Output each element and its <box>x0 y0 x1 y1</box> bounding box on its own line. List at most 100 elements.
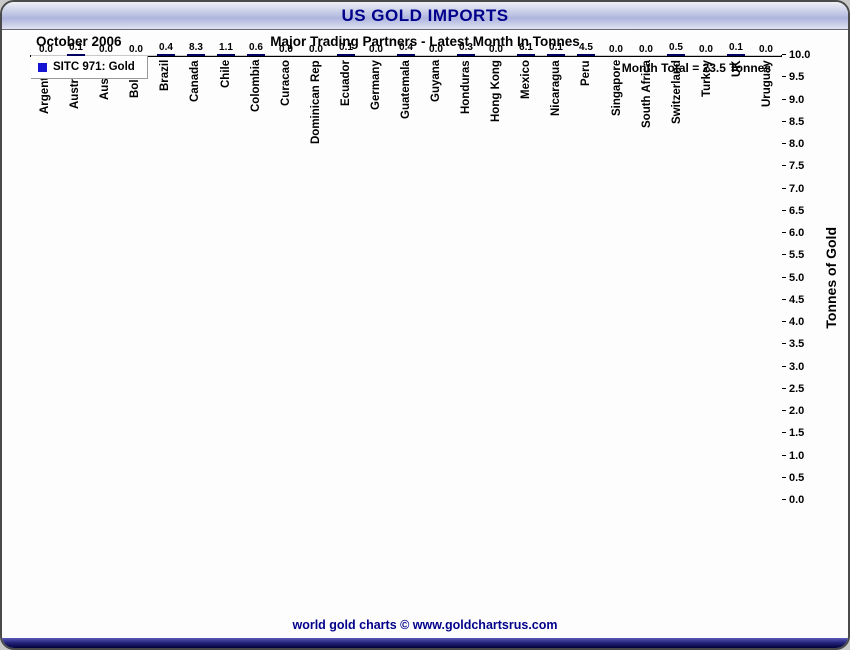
bar-value-label: 0.0 <box>489 44 503 55</box>
bar <box>217 54 235 56</box>
x-label-cell: Ecuador <box>331 60 361 648</box>
x-axis-category-label: Guatemala <box>399 60 412 119</box>
x-label-cell: Argentina <box>30 60 60 648</box>
y-tick-mark <box>782 232 786 233</box>
y-tick-mark <box>782 432 786 434</box>
y-axis-spacer <box>782 500 818 612</box>
plot-wrapper: 0.0 0.1 0.0 0.0 0.4 8.3 1.1 0.6 0.0 0.0 0.1 0.0 0.4 0… <box>30 42 782 612</box>
bar <box>247 54 265 56</box>
bar-value-label: 0.0 <box>699 44 713 55</box>
y-tick-label: 9.0 <box>789 93 805 106</box>
bar-value-label: 0.1 <box>549 42 563 53</box>
y-tick-label: 2.5 <box>789 382 805 395</box>
bar <box>187 54 205 56</box>
x-label-cell: UK <box>722 60 752 648</box>
y-tick-label: 8.0 <box>789 138 805 150</box>
bar <box>517 54 535 56</box>
y-tick-label: 9.5 <box>789 71 805 84</box>
x-axis-category-label: Nicaragua <box>550 60 563 116</box>
x-label-cell: South Africa <box>632 60 662 648</box>
y-axis-title: Tonnes of Gold <box>823 226 839 329</box>
y-tick-mark <box>782 365 786 367</box>
x-axis-category-label: Dominican Rep <box>309 60 322 144</box>
x-axis-category-label: Germany <box>369 60 382 110</box>
y-tick-mark <box>782 476 786 478</box>
bar-value-label: 0.1 <box>69 42 83 53</box>
y-tick-label: 2.0 <box>789 405 805 417</box>
x-axis-category-label: Brazil <box>159 60 172 92</box>
x-label-cell: Austria <box>90 60 120 648</box>
bar-value-label: 1.1 <box>219 42 233 53</box>
y-tick-mark <box>782 165 786 167</box>
header-bar: US GOLD IMPORTS <box>2 2 848 30</box>
y-tick-mark <box>782 254 786 256</box>
x-axis-category-label: Singapore <box>610 60 623 117</box>
y-tick-mark <box>782 343 786 345</box>
y-tick-label: 7.5 <box>789 160 805 173</box>
legend: SITC 971: Gold <box>31 56 148 79</box>
footer-row: world gold charts © www.goldchartsrus.co… <box>2 612 848 638</box>
x-axis-category-label: Argentina <box>39 60 52 114</box>
x-label-cell: Nicaragua <box>541 60 571 648</box>
y-tick-mark <box>782 499 786 500</box>
legend-label: SITC 971: Gold <box>53 61 135 73</box>
bar <box>67 54 85 56</box>
footer-credit: world gold charts © www.goldchartsrus.co… <box>292 618 558 632</box>
y-tick-label: 0.5 <box>789 471 805 484</box>
bar-value-label: 0.0 <box>99 44 113 55</box>
y-tick-mark <box>782 143 786 144</box>
y-tick-mark <box>782 98 786 100</box>
bar-value-label: 0.0 <box>759 44 773 55</box>
x-axis-category-label: Hong Kong <box>490 60 503 122</box>
bar-value-label: 8.3 <box>189 42 203 53</box>
x-label-cell: Turkey <box>692 60 722 648</box>
y-tick-mark <box>782 54 786 55</box>
plot-area: 0.0 0.1 0.0 0.0 0.4 8.3 1.1 0.6 0.0 0.0 0.1 0.0 0.4 0… <box>30 42 782 79</box>
x-label-cell: Colombia <box>241 60 271 648</box>
bar-value-label: 0.0 <box>279 44 293 55</box>
x-label-cell: Guyana <box>421 60 451 648</box>
y-tick-label: 7.0 <box>789 182 805 195</box>
bar-value-label: 0.0 <box>129 44 143 55</box>
x-axis-category-label: Canada <box>189 60 202 102</box>
y-tick-label: 8.5 <box>789 115 805 128</box>
bar <box>727 54 745 56</box>
y-tick-label: 10.0 <box>789 49 811 61</box>
y-tick-label: 3.5 <box>789 338 805 351</box>
y-tick-label: 1.5 <box>789 427 805 440</box>
x-axis-category-label: Australia <box>69 60 82 110</box>
y-axis-ticks: 0.0 0.5 1.0 1.5 2.0 2.5 3.0 3.5 4.0 4.5 5.0 5.5 6.0 6… <box>782 49 818 506</box>
y-axis-title-spacer <box>818 500 844 612</box>
x-axis-category-label: Peru <box>580 60 593 86</box>
bottom-bar <box>2 638 848 648</box>
period-label: October 2006 <box>36 33 122 49</box>
x-label-cell: Australia <box>60 60 90 648</box>
x-labels-row: Argentina Australia Austria Bolivia Brazil Ca… <box>30 57 782 648</box>
x-label-cell: Guatemala <box>391 60 421 648</box>
y-axis-title-column: Tonnes of Gold <box>818 55 844 612</box>
y-tick-mark <box>782 321 786 322</box>
y-tick-mark <box>782 410 786 411</box>
bar-value-label: 0.0 <box>639 44 653 55</box>
y-tick-label: 3.0 <box>789 360 805 373</box>
bar-value-label: 0.0 <box>309 44 323 55</box>
month-total-annotation: Month Total = 23.5 Tonnes <box>621 61 771 75</box>
y-tick-mark <box>782 76 786 78</box>
x-axis-category-label: Colombia <box>249 60 262 113</box>
chart-subtitle: Major Trading Partners - Latest Month In… <box>270 33 580 49</box>
y-tick-mark <box>782 454 786 456</box>
x-axis-category-label: Switzerland <box>670 60 683 124</box>
y-tick-label: 6.5 <box>789 204 805 217</box>
x-label-cell: Germany <box>361 60 391 648</box>
bar-value-label: 0.4 <box>399 42 413 53</box>
x-label-cell: Mexico <box>511 60 541 648</box>
y-tick-mark <box>782 387 786 389</box>
page-title: US GOLD IMPORTS <box>341 5 509 25</box>
y-axis-title-area: Tonnes of Gold <box>818 55 844 500</box>
x-label-cell: Honduras <box>451 60 481 648</box>
bar-value-label: 0.3 <box>459 42 473 53</box>
y-tick-label: 4.0 <box>789 316 805 328</box>
x-axis-category-label: Ecuador <box>339 60 352 107</box>
x-label-cell: Brazil <box>150 60 180 648</box>
